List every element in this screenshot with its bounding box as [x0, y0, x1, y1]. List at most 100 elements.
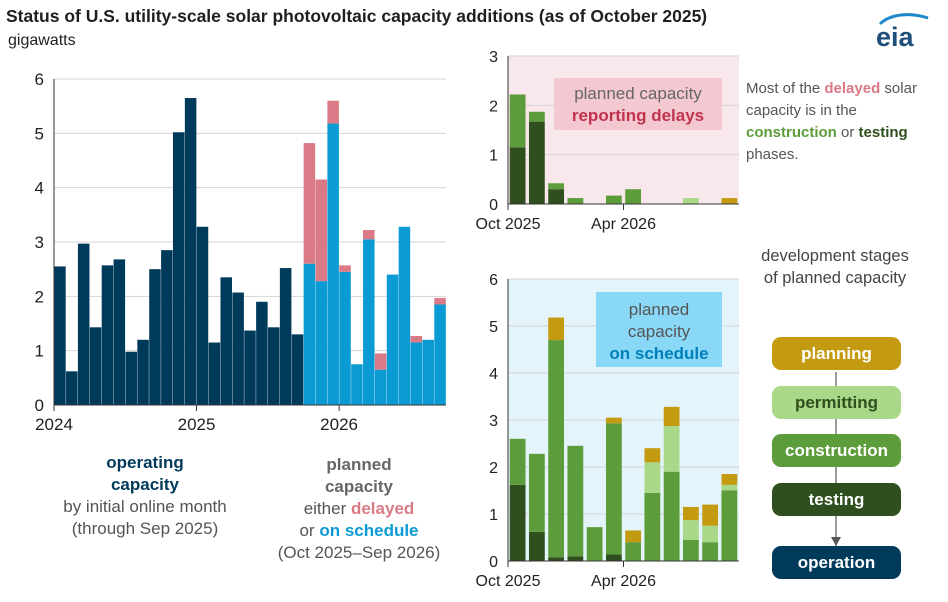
main-bar-on-schedule — [363, 239, 375, 405]
schedule-bar-testing — [528, 531, 545, 561]
schedule-bar-permitting — [682, 520, 699, 540]
schedule-bar-planning — [721, 474, 738, 485]
schedule-ytick-label: 4 — [489, 366, 498, 383]
schedule-ytick-label: 5 — [489, 319, 498, 336]
schedule-bar-planning — [682, 506, 699, 521]
stage-planning: planning — [772, 337, 901, 370]
main-bar-delayed — [339, 265, 351, 272]
main-xtick-label: 2024 — [35, 415, 73, 434]
logo-text: eia — [876, 22, 915, 50]
main-bar-operating — [208, 342, 221, 405]
main-bar-on-schedule — [374, 369, 387, 405]
logo-swoosh-icon — [878, 13, 929, 26]
main-bar-on-schedule — [315, 281, 328, 405]
stage-permitting: permitting — [772, 386, 901, 419]
main-bar-operating — [232, 292, 244, 405]
main-bar-operating — [184, 98, 197, 406]
main-bar-on-schedule — [303, 263, 316, 405]
main-bar-operating — [125, 351, 137, 405]
stages-title: development stages of planned capacity — [761, 247, 909, 287]
eia-logo: eia — [862, 10, 938, 52]
schedule-bar-planning — [625, 530, 642, 543]
schedule-label-line-2: capacity — [628, 322, 691, 341]
schedule-bar-construction — [702, 542, 719, 561]
main-ytick-label: 1 — [35, 342, 44, 361]
schedule-xtick-label: Apr 2026 — [591, 573, 656, 590]
delays-ytick-label: 1 — [489, 148, 498, 165]
annotation-construction: construction — [746, 124, 837, 141]
main-bar-operating — [101, 265, 114, 405]
main-bar-operating — [137, 339, 149, 405]
delays-xtick-label: Oct 2025 — [476, 216, 541, 233]
delayed-annotation: Most of the delayed solar capacity is in… — [746, 78, 936, 166]
delays-axes: 0 1 2 3 Oct 2025 Apr 2026 — [476, 49, 739, 233]
schedule-bar-permitting — [702, 525, 719, 543]
main-bar-operating — [77, 243, 90, 405]
delays-label-line-1: planned capacity — [574, 84, 702, 103]
main-bar-delayed — [315, 179, 328, 282]
delays-label-box — [554, 78, 722, 130]
delays-ytick-label: 0 — [489, 197, 498, 214]
delays-bar-construction — [605, 195, 622, 204]
main-bar-operating — [256, 301, 268, 405]
schedule-bar-planning — [605, 417, 622, 424]
main-ytick-label: 3 — [35, 233, 44, 252]
operating-caption-title-2: capacity — [110, 475, 180, 494]
stage-arrow-head-icon — [831, 537, 841, 546]
schedule-bar-construction — [682, 539, 699, 561]
main-bar-operating — [220, 277, 233, 405]
annotation-delayed: delayed — [824, 80, 881, 97]
annotation-part-3: or — [841, 124, 855, 141]
main-ytick-label: 5 — [35, 124, 44, 143]
schedule-bar-planning — [663, 406, 680, 427]
planned-caption-title-2: capacity — [324, 477, 394, 496]
main-bar-operating — [89, 327, 102, 405]
schedule-bar-construction — [605, 423, 622, 555]
schedule-bar-testing — [548, 557, 565, 561]
main-bar-delayed — [327, 100, 339, 124]
planned-caption-line-4: or on schedule — [248, 520, 470, 542]
on-schedule-text: on schedule — [319, 521, 419, 540]
annotation-part-2: solar capacity is in the — [746, 80, 917, 119]
main-bars — [54, 98, 446, 406]
operating-caption: operating capacity by initial online mon… — [20, 452, 270, 540]
schedule-ytick-label: 3 — [489, 413, 498, 430]
operating-caption-sub-2: (through Sep 2025) — [71, 519, 219, 538]
main-chart: 0 1 2 3 4 5 6 2024 2025 2026 — [35, 70, 446, 434]
main-bar-delayed — [410, 335, 423, 343]
schedule-chart: 0 1 2 3 4 5 6 Oct 2025 Apr 2026 planned capacity… — [476, 272, 739, 590]
main-bar-operating — [149, 269, 161, 405]
main-bar-operating — [196, 226, 209, 405]
delays-bar-testing — [509, 147, 526, 204]
main-ytick-label: 2 — [35, 287, 44, 306]
schedule-label-line-1: planned — [629, 300, 690, 319]
main-bar-delayed — [374, 353, 387, 370]
schedule-label-box — [596, 292, 722, 367]
unit-label: gigawatts — [8, 32, 76, 49]
stage-construction: construction — [772, 434, 901, 467]
delays-chart: 0 1 2 3 Oct 2025 Apr 2026 planned capacity re… — [476, 49, 739, 233]
delays-bar-construction — [548, 183, 565, 190]
delays-bar-testing — [528, 121, 545, 204]
planned-caption-title-1: planned — [326, 455, 392, 474]
annotation-testing: testing — [858, 124, 908, 141]
schedule-bar-testing — [567, 556, 584, 561]
schedule-bar-testing — [509, 484, 526, 561]
schedule-bar-construction — [586, 527, 603, 561]
main-bar-on-schedule — [422, 339, 434, 405]
either-text: either — [303, 499, 347, 518]
schedule-bar-testing — [605, 554, 622, 561]
operating-caption-sub-1: by initial online month — [63, 497, 227, 516]
schedule-bar-planning — [548, 317, 565, 341]
delays-label-line-2: reporting delays — [572, 106, 704, 125]
schedule-bar-permitting — [644, 462, 661, 493]
main-bar-on-schedule — [327, 123, 339, 405]
schedule-bar-construction — [644, 492, 661, 561]
main-ytick-label: 0 — [35, 396, 44, 415]
planned-caption-line-5: (Oct 2025–Sep 2026) — [277, 543, 441, 562]
main-bar-on-schedule — [351, 364, 363, 405]
delays-bar-planning — [721, 198, 738, 204]
main-bar-operating — [279, 268, 292, 405]
schedule-bar-construction — [528, 453, 545, 532]
schedule-bar-construction — [721, 490, 738, 561]
